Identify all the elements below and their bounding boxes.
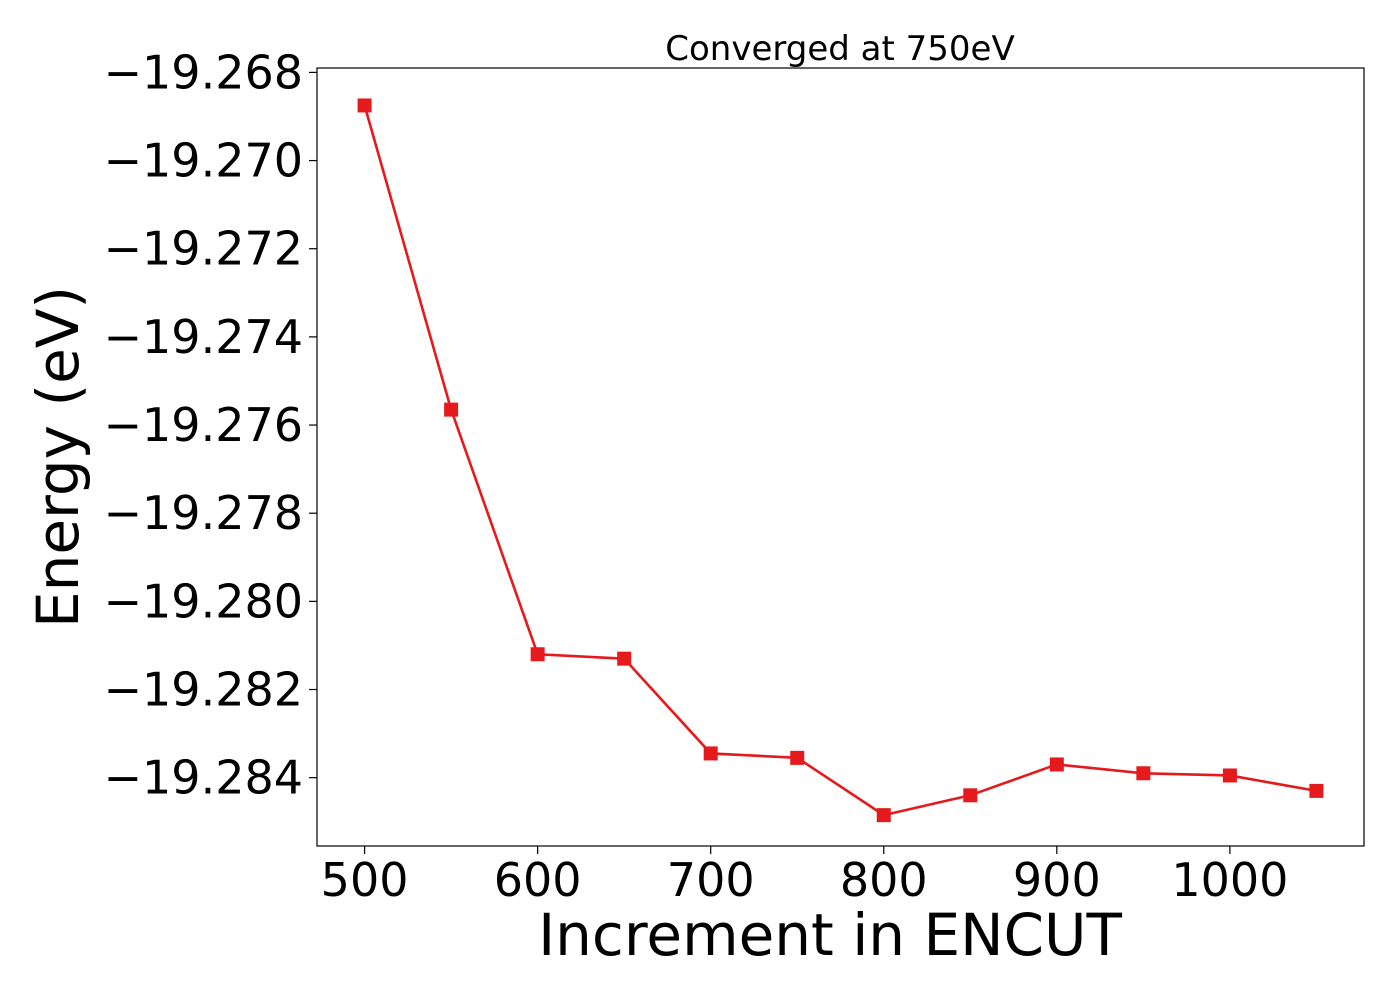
- x-tick-label: 600: [494, 853, 582, 907]
- data-point-marker: [1222, 768, 1237, 783]
- x-axis: 500 600 700 800 900 1000: [321, 846, 1288, 907]
- data-point-marker: [444, 402, 459, 417]
- y-tick-label: −19.278: [104, 486, 304, 540]
- x-tick-label: 800: [840, 853, 928, 907]
- data-point-marker: [1309, 783, 1324, 798]
- data-point-marker: [357, 98, 372, 113]
- y-axis-label: Energy (eV): [24, 286, 92, 628]
- series-line: [363, 105, 1317, 817]
- y-axis: −19.268 −19.270 −19.272 −19.274 −19.276 −19.2…: [104, 45, 317, 805]
- y-tick-label: −19.274: [104, 310, 304, 364]
- data-point-marker: [1136, 766, 1151, 781]
- x-tick-label: 700: [667, 853, 755, 907]
- data-point-marker: [703, 746, 718, 761]
- data-point-marker: [1049, 757, 1064, 772]
- data-point-marker: [876, 808, 891, 823]
- x-tick-label: 1000: [1171, 853, 1288, 907]
- data-point-marker: [617, 651, 632, 666]
- y-tick-label: −19.270: [104, 134, 304, 188]
- x-tick-label: 900: [1013, 853, 1101, 907]
- y-tick-label: −19.268: [104, 45, 304, 99]
- y-tick-label: −19.282: [104, 663, 304, 717]
- plot-area: [357, 98, 1324, 823]
- axes-frame: [316, 67, 1365, 847]
- data-point-marker: [790, 750, 805, 765]
- y-tick-label: −19.276: [104, 398, 304, 452]
- data-point-marker: [963, 788, 978, 803]
- y-tick-label: −19.272: [104, 222, 304, 276]
- y-tick-label: −19.284: [104, 751, 304, 805]
- chart-title: Converged at 750eV: [665, 29, 1014, 69]
- data-point-marker: [530, 647, 545, 662]
- x-axis-label: Increment in ENCUT: [538, 901, 1122, 969]
- x-tick-label: 500: [321, 853, 409, 907]
- y-tick-label: −19.280: [104, 574, 304, 628]
